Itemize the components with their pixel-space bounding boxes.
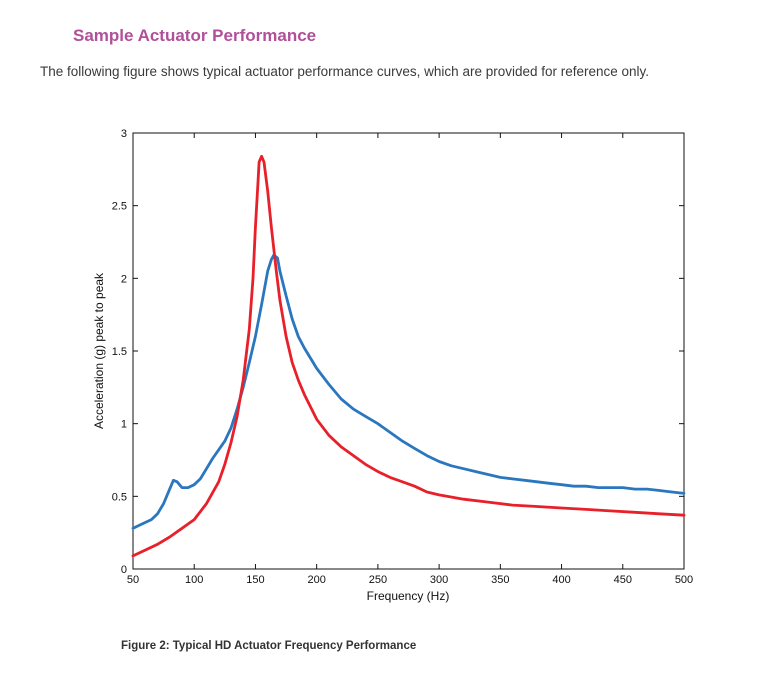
plot-frame [132,132,685,570]
x-tick-label: 300 [430,574,448,586]
series-line-red [131,154,686,558]
y-axis-label: Acceleration (g) peak to peak [92,272,106,429]
x-tick-label: 150 [246,574,264,586]
y-tick-label: 1 [121,419,127,431]
y-tick-label: 3 [121,128,127,140]
y-tick-label: 1.5 [112,346,127,358]
series-line-blue [131,253,686,530]
y-tick-label: 2.5 [112,201,127,213]
intro-paragraph: The following figure shows typical actua… [40,64,650,79]
x-tick-label: 50 [127,574,139,586]
y-tick-label: 2 [121,273,127,285]
x-tick-label: 200 [307,574,325,586]
x-tick-label: 500 [675,574,693,586]
x-tick-label: 350 [491,574,509,586]
section-heading: Sample Actuator Performance [73,26,317,45]
x-tick-label: 450 [614,574,632,586]
series-layer [131,154,686,558]
x-axis-ticks: 50 100 150 200 250 300 350 400 450 500 [127,133,693,586]
x-tick-label: 100 [185,574,203,586]
y-tick-label: 0.5 [112,491,127,503]
x-tick-label: 400 [552,574,570,586]
x-axis-label: Frequency (Hz) [367,589,450,603]
y-axis-ticks: 0 0.5 1 1.5 2 2.5 3 [112,128,684,576]
figure-caption: Figure 2: Typical HD Actuator Frequency … [121,640,417,652]
x-tick-label: 250 [369,574,387,586]
y-tick-label: 0 [121,564,127,576]
